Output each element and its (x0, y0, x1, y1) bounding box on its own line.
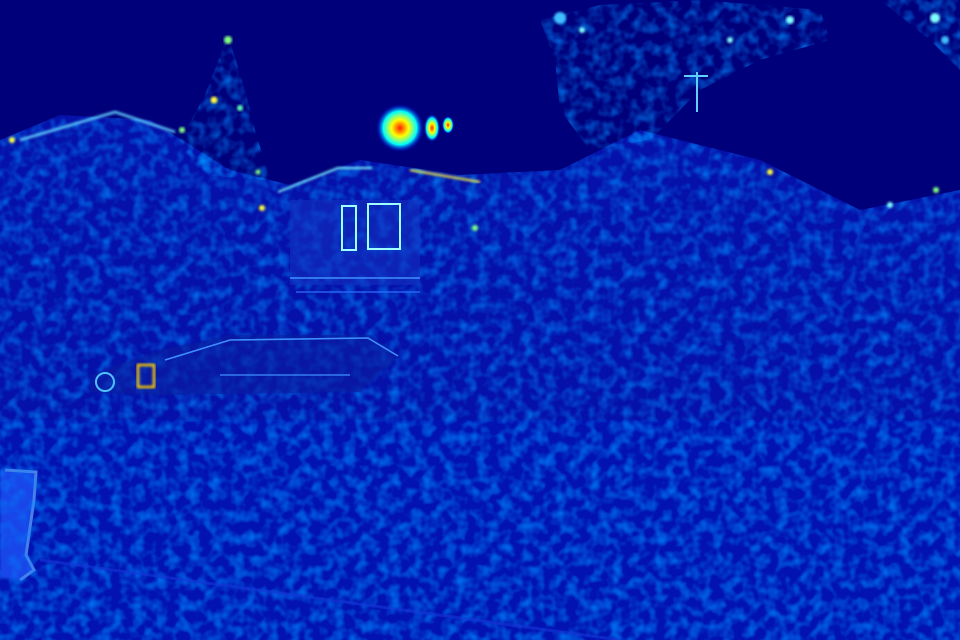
edge-highlights (9, 27, 939, 231)
street-ground (0, 420, 960, 640)
conifer-tree-left (179, 35, 270, 180)
antenna-pole (684, 72, 708, 112)
parked-suv (90, 335, 400, 395)
house-window (341, 203, 401, 251)
conifer-tree-center (376, 104, 454, 152)
